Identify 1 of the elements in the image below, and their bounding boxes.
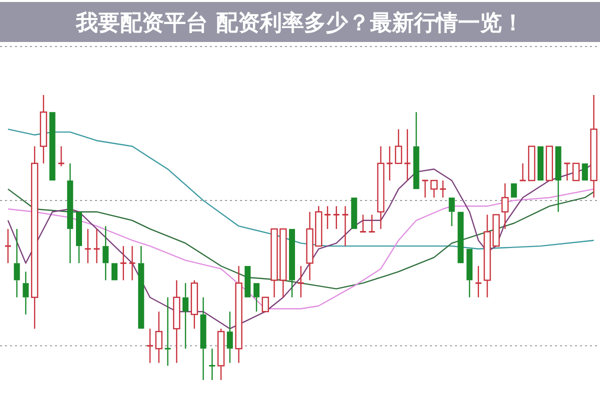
title: 我要配资平台 配资利率多少？最新行情一览！ — [76, 11, 524, 36]
